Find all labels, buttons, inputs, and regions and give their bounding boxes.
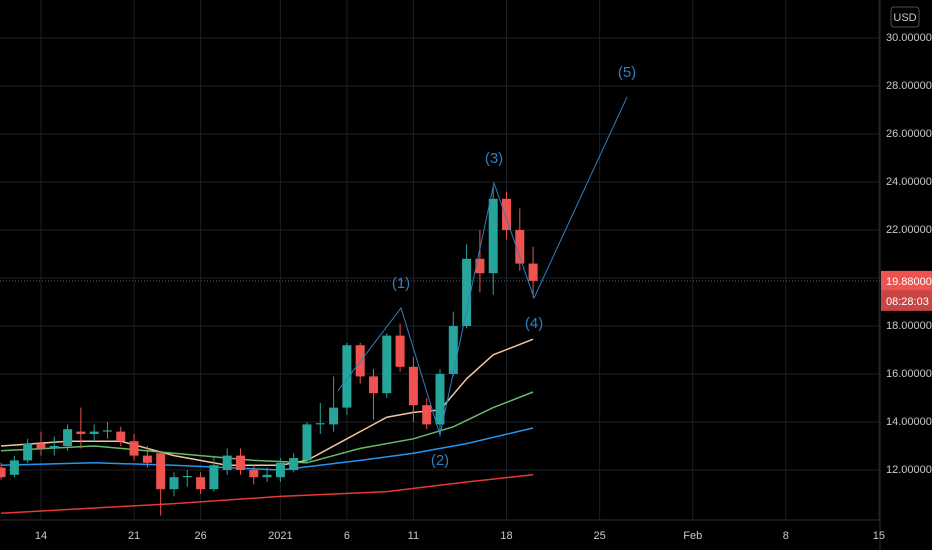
y-tick-label: 14.00000	[886, 416, 932, 428]
wave-label: (2)	[431, 452, 449, 469]
candle-body	[275, 462, 285, 478]
y-tick-label: 16.00000	[886, 368, 932, 380]
candle-body	[116, 431, 126, 442]
candle-body	[89, 431, 99, 435]
candle-body	[23, 443, 33, 461]
x-tick-label: 2021	[268, 530, 292, 542]
candle-body	[156, 453, 166, 490]
x-tick-label: 21	[128, 530, 140, 542]
candle-body	[9, 460, 19, 475]
last-price-tag	[881, 270, 932, 291]
candle-body	[315, 423, 325, 425]
candle-body	[289, 458, 299, 471]
wave-label: (3)	[485, 150, 503, 167]
x-tick-label: 15	[873, 530, 885, 542]
y-tick-label: 22.00000	[886, 224, 932, 236]
x-tick-label: 25	[593, 530, 605, 542]
candle-body	[129, 441, 139, 456]
last-price-label: 19.88000	[886, 276, 932, 288]
moving-average-line	[1, 427, 534, 471]
candle-body	[515, 229, 525, 264]
candle-body	[0, 467, 6, 478]
y-tick-label: 26.00000	[886, 128, 932, 140]
candle-body	[222, 455, 232, 471]
candle-body	[169, 477, 179, 490]
candle-body	[36, 443, 46, 449]
candle-body	[462, 258, 472, 327]
x-tick-label: 18	[500, 530, 512, 542]
candle-body	[329, 407, 339, 425]
candle-body	[502, 198, 512, 230]
y-tick-label: 18.00000	[886, 320, 932, 332]
candle-body	[76, 431, 86, 435]
candle-body	[235, 455, 245, 471]
x-tick-label: Feb	[683, 530, 702, 542]
candle-body	[262, 474, 272, 478]
candle-body	[355, 345, 365, 377]
candle-body	[528, 263, 538, 281]
candle-body	[408, 366, 418, 406]
candle-body	[49, 446, 59, 449]
candle-body	[435, 374, 445, 425]
candle-body	[302, 424, 312, 461]
candle-body	[196, 477, 206, 490]
currency-box[interactable]	[890, 6, 920, 28]
countdown-tag	[881, 290, 932, 311]
wave-label: (4)	[525, 315, 543, 332]
candle-body	[209, 465, 219, 490]
candle-body	[395, 335, 405, 367]
moving-average-line	[1, 474, 534, 514]
candle-body	[422, 405, 432, 425]
y-tick-label: 12.00000	[886, 464, 932, 476]
candle-body	[475, 258, 485, 274]
y-tick-label: 24.00000	[886, 176, 932, 188]
candle-body	[488, 198, 498, 274]
wave-label: (5)	[618, 64, 636, 81]
x-tick-label: 6	[344, 530, 350, 542]
wave-line	[337, 96, 628, 437]
candle-body	[342, 345, 352, 408]
candle-body	[63, 429, 73, 447]
candle-body	[142, 455, 152, 463]
x-tick-label: 14	[35, 530, 47, 542]
candle-body	[249, 470, 259, 478]
candle-body	[448, 326, 458, 375]
countdown-label: 08:28:03	[886, 296, 929, 308]
wave-label: (1)	[392, 275, 410, 292]
x-tick-label: 26	[194, 530, 206, 542]
currency: USD	[893, 12, 916, 24]
y-tick-label: 30.00000	[886, 32, 932, 44]
x-tick-label: 8	[783, 530, 789, 542]
candle-body	[382, 335, 392, 394]
y-tick-label: 28.00000	[886, 80, 932, 92]
candle-body	[368, 376, 378, 394]
candle-body	[102, 430, 112, 432]
candle-body	[182, 476, 192, 478]
x-tick-label: 11	[408, 530, 419, 542]
